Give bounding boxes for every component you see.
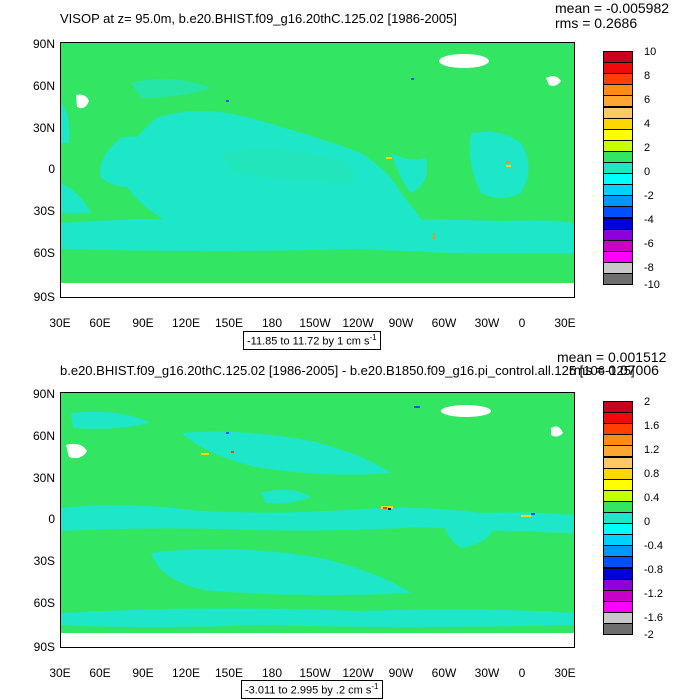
top-lon-label: 90E [132, 316, 154, 330]
colorbar-swatch [603, 623, 633, 636]
bottom-lon-label: 30E [49, 666, 71, 680]
bottom-lon-label: 120W [342, 666, 374, 680]
top-lon-label: 150W [299, 316, 331, 330]
bottom-lat-label: 90S [33, 640, 55, 654]
bottom-colorbar-label: -2 [644, 629, 654, 641]
top-lat-label: 90S [33, 290, 55, 304]
bottom-lat-label: 60S [33, 596, 55, 610]
bottom-colorbar-label: 1.2 [644, 444, 660, 456]
colorbar-swatch [603, 273, 633, 286]
bottom-lon-label: 90W [388, 666, 414, 680]
top-lat-label: 30S [33, 204, 55, 218]
bottom-colorbar-label: 1.6 [644, 420, 660, 432]
bottom-lon-label: 0 [518, 666, 526, 680]
top-range-unit-exponent: -1 [369, 333, 377, 342]
bottom-colorbar-label: -0.8 [644, 564, 663, 576]
top-colorbar-label: 6 [644, 94, 651, 106]
bottom-mean-stat: mean = 0.001512 [557, 349, 667, 365]
bottom-rms-stat: rms = 0.07006 [569, 362, 659, 378]
bottom-range-unit-exponent: -1 [371, 682, 379, 691]
bottom-colorbar-label: 0 [644, 516, 651, 528]
bottom-lon-label: 150W [299, 666, 331, 680]
top-map-panel: VISOP at z= 95.0m, b.e20.BHIST.f09_g16.2… [32, 0, 670, 350]
top-map-field [61, 43, 574, 297]
bottom-lat-label: 30N [32, 471, 55, 485]
bottom-map-area [60, 392, 575, 648]
top-lon-label: 30W [474, 316, 500, 330]
top-lon-label: 0 [518, 316, 526, 330]
top-colorbar-label: -4 [644, 214, 654, 226]
top-lat-label: 60S [33, 246, 55, 260]
bottom-lon-label: 30E [554, 666, 576, 680]
bottom-lat-label: 0 [48, 512, 55, 526]
top-contour-range: -11.85 to 11.72 by 1 cm s-1 [243, 331, 381, 350]
bottom-lat-label: 60N [32, 429, 55, 443]
top-colorbar-label: 8 [644, 70, 651, 82]
bottom-colorbar-label: -1.2 [644, 588, 663, 600]
bottom-lon-label: 180 [261, 666, 283, 680]
bottom-colorbar [603, 401, 633, 636]
top-colorbar-label: -8 [644, 262, 654, 274]
bottom-lat-label: 30S [33, 554, 55, 568]
top-map-area [60, 42, 575, 298]
bottom-lon-label: 60E [89, 666, 111, 680]
top-lon-label: 120E [171, 316, 201, 330]
top-colorbar-label: 10 [644, 46, 657, 58]
top-lon-label: 90W [388, 316, 414, 330]
bottom-lon-label: 30W [474, 666, 500, 680]
bottom-colorbar-label: -0.4 [644, 540, 663, 552]
bottom-colorbar-label: 0.8 [644, 468, 660, 480]
top-colorbar-label: 2 [644, 142, 651, 154]
bottom-map-panel: b.e20.BHIST.f09_g16.20thC.125.02 [1986-2… [0, 350, 700, 700]
bottom-colorbar-label: 0.4 [644, 492, 660, 504]
bottom-plot-title: b.e20.BHIST.f09_g16.20thC.125.02 [1986-2… [60, 363, 635, 378]
top-lon-label: 150E [214, 316, 244, 330]
top-plot-title: VISOP at z= 95.0m, b.e20.BHIST.f09_g16.2… [60, 11, 457, 26]
top-lon-label: 120W [342, 316, 374, 330]
top-lon-label: 60E [89, 316, 111, 330]
top-range-text: -11.85 to 11.72 by 1 cm s [247, 335, 370, 348]
bottom-lat-label: 90N [32, 387, 55, 401]
bottom-lon-label: 90E [132, 666, 154, 680]
bottom-colorbar-label: 2 [644, 396, 651, 408]
top-lon-label: 30E [49, 316, 71, 330]
top-mean-stat: mean = -0.005982 [555, 0, 670, 16]
bottom-range-text: -3.011 to 2.995 by .2 cm s [245, 684, 372, 697]
top-lat-label: 90N [32, 37, 55, 51]
bottom-lon-label: 120E [171, 666, 201, 680]
top-lon-label: 30E [554, 316, 576, 330]
top-lat-label: 60N [32, 79, 55, 93]
top-colorbar-label: -10 [644, 279, 660, 291]
top-colorbar [603, 51, 633, 286]
bottom-lon-label: 60W [431, 666, 457, 680]
top-lat-label: 0 [48, 162, 55, 176]
top-lon-label: 60W [431, 316, 457, 330]
bottom-lon-label: 150E [214, 666, 244, 680]
bottom-contour-range: -3.011 to 2.995 by .2 cm s-1 [241, 680, 383, 699]
top-colorbar-label: 0 [644, 166, 651, 178]
bottom-colorbar-label: -1.6 [644, 612, 663, 624]
top-lat-label: 30N [32, 121, 55, 135]
top-rms-stat: rms = 0.2686 [555, 15, 638, 31]
top-colorbar-label: -2 [644, 190, 654, 202]
bottom-map-field [61, 393, 574, 647]
top-colorbar-label: 4 [644, 118, 651, 130]
top-lon-label: 180 [261, 316, 283, 330]
top-colorbar-label: -6 [644, 238, 654, 250]
